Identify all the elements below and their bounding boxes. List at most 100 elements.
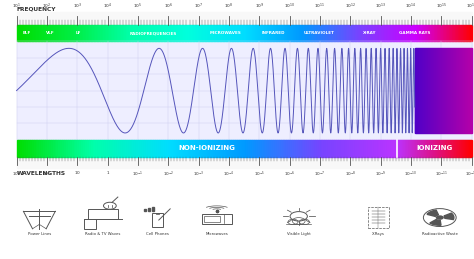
Bar	[469, 48, 470, 133]
Bar	[321, 25, 323, 41]
Bar	[464, 25, 465, 41]
Bar	[294, 25, 296, 41]
Bar	[232, 25, 234, 41]
Bar	[458, 140, 459, 157]
Bar	[366, 140, 368, 157]
Bar	[415, 140, 416, 157]
Bar	[330, 25, 332, 41]
Bar	[147, 25, 148, 41]
Bar	[411, 25, 412, 41]
Bar	[299, 25, 300, 41]
Bar	[433, 48, 434, 133]
Bar	[319, 140, 320, 157]
Bar	[425, 140, 426, 157]
Bar	[422, 140, 423, 157]
Bar	[37, 140, 39, 157]
Bar	[168, 25, 170, 41]
Bar	[450, 140, 451, 157]
Bar	[53, 25, 55, 41]
Bar	[138, 140, 140, 157]
Bar	[30, 25, 32, 41]
Bar	[134, 140, 137, 157]
Bar	[21, 25, 23, 41]
Bar	[188, 140, 190, 157]
Bar	[186, 25, 188, 41]
Bar	[110, 25, 112, 41]
Bar	[178, 140, 180, 157]
Bar	[80, 25, 82, 41]
Bar	[440, 48, 441, 133]
Bar	[265, 140, 267, 157]
Bar	[368, 140, 370, 157]
Bar	[130, 140, 132, 157]
Bar	[214, 25, 215, 41]
Bar	[118, 25, 120, 41]
Bar	[137, 25, 138, 41]
Bar	[60, 140, 62, 157]
Bar	[197, 25, 199, 41]
Bar	[406, 140, 407, 157]
Bar	[173, 25, 174, 41]
Bar	[302, 25, 303, 41]
Bar	[309, 140, 311, 157]
Bar	[393, 140, 395, 157]
Bar	[470, 25, 472, 41]
Bar	[190, 25, 191, 41]
Bar	[374, 25, 376, 41]
Bar	[205, 140, 207, 157]
Bar	[252, 140, 254, 157]
Bar	[343, 25, 344, 41]
Bar	[426, 48, 427, 133]
Bar	[356, 25, 358, 41]
Bar	[57, 25, 59, 41]
Text: $10^{-11}$: $10^{-11}$	[435, 169, 448, 179]
Bar	[244, 25, 246, 41]
Bar	[281, 25, 282, 41]
Bar	[337, 25, 338, 41]
Bar	[332, 140, 334, 157]
Text: $1$: $1$	[106, 169, 109, 176]
Bar	[215, 25, 217, 41]
Bar	[97, 25, 99, 41]
Bar	[350, 25, 352, 41]
Bar	[67, 25, 68, 41]
Text: RADIOFREQUENCIES: RADIOFREQUENCIES	[129, 31, 177, 35]
Bar	[443, 25, 444, 41]
Bar	[55, 140, 56, 157]
Text: VLF: VLF	[46, 31, 55, 35]
Text: $10^{-2}$: $10^{-2}$	[163, 169, 174, 179]
Bar	[447, 25, 449, 41]
Bar	[400, 140, 401, 157]
Bar	[150, 140, 152, 157]
Bar	[239, 140, 241, 157]
Bar	[241, 140, 243, 157]
Bar	[109, 140, 111, 157]
Bar	[33, 25, 35, 41]
Bar	[347, 25, 349, 41]
Bar	[124, 25, 126, 41]
Bar	[49, 140, 51, 157]
Bar	[405, 25, 406, 41]
Bar	[262, 140, 264, 157]
Bar	[378, 25, 379, 41]
Bar	[288, 25, 290, 41]
Bar	[154, 140, 155, 157]
Bar	[453, 140, 454, 157]
Bar	[180, 140, 182, 157]
Bar	[410, 25, 411, 41]
Bar	[273, 140, 275, 157]
Bar	[183, 25, 185, 41]
Bar	[205, 25, 206, 41]
Bar	[383, 25, 385, 41]
Bar	[341, 25, 343, 41]
Bar	[39, 140, 41, 157]
Bar	[95, 25, 97, 41]
Bar	[440, 25, 441, 41]
Bar	[330, 140, 332, 157]
Bar	[245, 140, 246, 157]
Bar	[220, 140, 222, 157]
Bar	[182, 25, 183, 41]
Bar	[246, 140, 248, 157]
Bar	[308, 25, 310, 41]
Bar	[430, 48, 431, 133]
